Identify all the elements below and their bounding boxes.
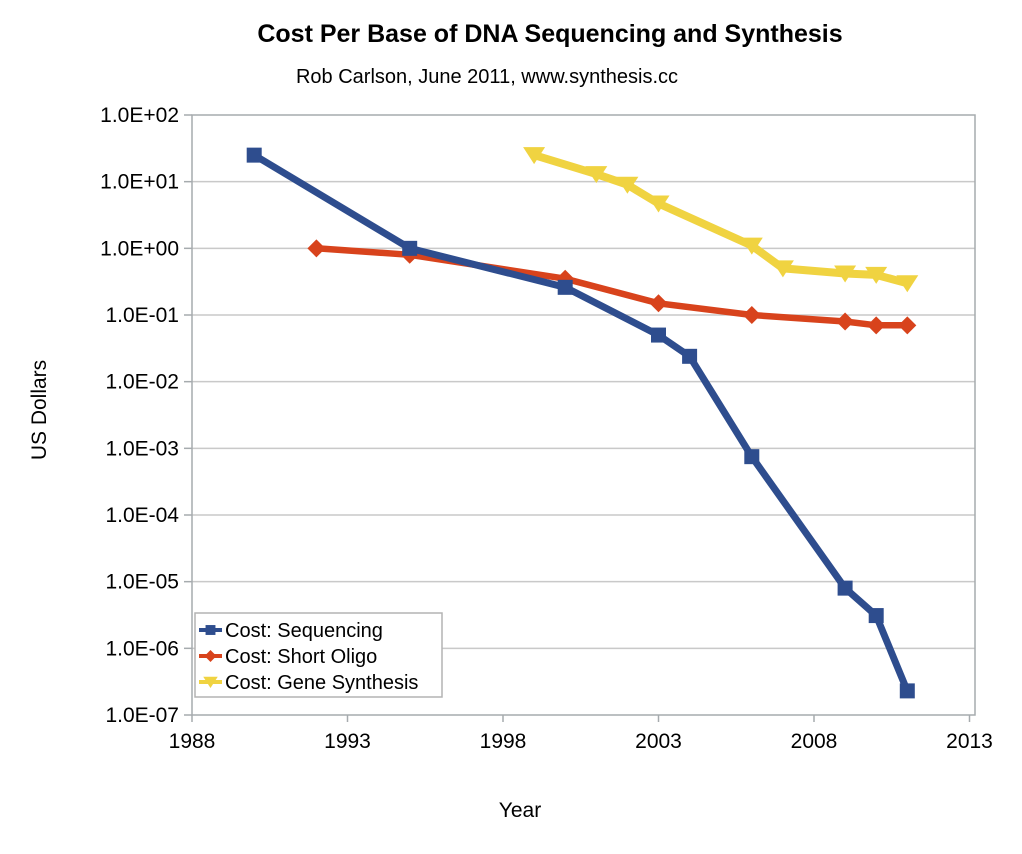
legend-marker-cost-short-oligo [204, 650, 217, 662]
x-tick-label: 1988 [169, 730, 216, 753]
data-point-marker [307, 239, 326, 258]
series-line [532, 151, 909, 288]
x-tick-label: 2008 [791, 730, 838, 753]
data-point-marker [899, 683, 915, 699]
series-line [252, 152, 911, 693]
y-tick-label: 1.0E+00 [100, 237, 179, 260]
y-tick-label: 1.0E+01 [100, 171, 179, 194]
data-point-marker [523, 147, 546, 165]
legend-label-cost-short-oligo: Cost: Short Oligo [225, 646, 377, 668]
chart-title: Cost Per Base of DNA Sequencing and Synt… [257, 20, 843, 48]
x-tick-label: 2003 [635, 730, 682, 753]
y-tick-label: 1.0E-04 [105, 504, 179, 527]
legend-marker-cost-sequencing [205, 625, 216, 635]
x-tick-label: 1993 [324, 730, 371, 753]
legend: Cost: Sequencing Cost: Short Oligo Cost: G… [194, 612, 443, 698]
gridlines [192, 180, 975, 650]
data-point-marker [246, 147, 262, 163]
data-point-marker [837, 580, 853, 596]
data-point-marker [742, 306, 761, 324]
y-axis-ticks: 1.0E+02 1.0E+01 1.0E+00 1.0E-01 1.0E-02 1.0E-… [100, 104, 192, 727]
series-cost-sequencing [246, 147, 915, 699]
legend-label-cost-gene-synthesis: Cost: Gene Synthesis [225, 672, 418, 694]
data-point-marker [836, 312, 855, 331]
data-point-marker [616, 176, 639, 194]
data-point-marker [771, 260, 794, 278]
data-point-marker [647, 195, 670, 213]
data-point-marker [682, 348, 698, 364]
x-tick-label: 1998 [480, 730, 527, 753]
data-point-marker [651, 327, 666, 343]
y-tick-label: 1.0E-02 [105, 371, 179, 394]
data-point-marker [402, 240, 418, 256]
y-tick-label: 1.0E-01 [105, 304, 179, 327]
y-tick-label: 1.0E+02 [100, 104, 179, 127]
legend-box [194, 612, 443, 698]
y-tick-label: 1.0E-07 [105, 704, 179, 727]
data-point-marker [896, 275, 919, 293]
x-axis-ticks: 1988 1993 1998 2003 2008 2013 [169, 715, 993, 753]
data-point-marker [834, 265, 857, 283]
series-cost-short-oligo [307, 239, 917, 335]
chart-subtitle: Rob Carlson, June 2011, www.synthesis.cc [295, 66, 679, 88]
series-cost-gene-synthesis [523, 147, 919, 293]
x-tick-label: 2013 [946, 730, 993, 753]
data-point-marker [557, 279, 573, 295]
legend-label-cost-sequencing: Cost: Sequencing [225, 620, 383, 642]
legend-marker-cost-gene-synthesis [203, 676, 218, 688]
data-point-marker [649, 294, 668, 313]
data-point-marker [585, 166, 608, 184]
y-tick-label: 1.0E-05 [105, 571, 179, 594]
x-axis-title: Year [498, 799, 542, 822]
data-point-marker [898, 316, 917, 335]
data-point-marker [868, 608, 884, 624]
data-point-marker [740, 237, 763, 255]
data-point-marker [744, 449, 760, 465]
y-tick-label: 1.0E-06 [105, 637, 179, 660]
data-point-marker [867, 316, 886, 335]
y-tick-label: 1.0E-03 [105, 437, 179, 460]
data-point-marker [865, 266, 888, 284]
plot-frame [191, 114, 976, 716]
